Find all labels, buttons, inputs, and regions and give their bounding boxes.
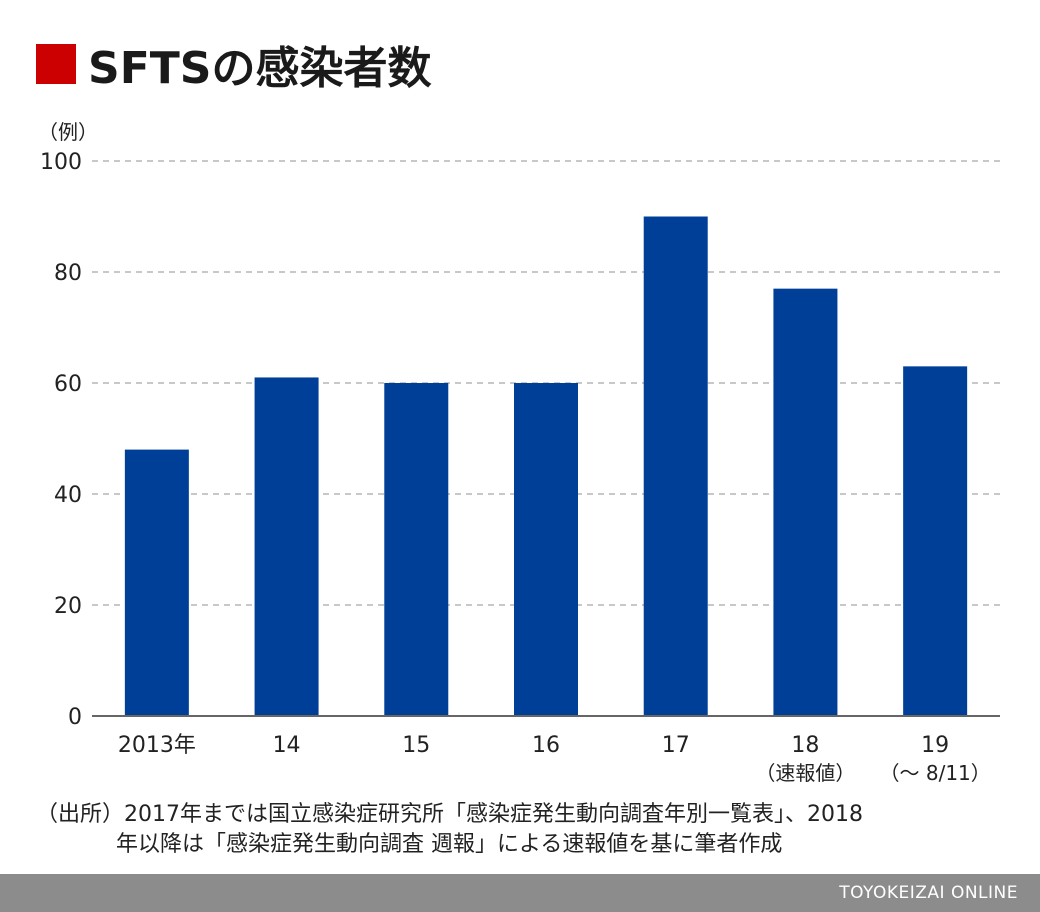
footer-bar: TOYOKEIZAI ONLINE <box>0 874 1040 912</box>
chart-title: SFTSの感染者数 <box>88 43 432 94</box>
x-tick-sublabel: （速報値） <box>755 761 855 785</box>
y-axis-unit-label: （例） <box>38 120 98 144</box>
bar <box>643 216 708 716</box>
y-tick-label: 0 <box>68 705 82 730</box>
title-marker <box>36 44 76 84</box>
y-tick-label: 80 <box>54 261 82 286</box>
bar <box>773 288 838 716</box>
source-line-2: 年以降は「感染症発生動向調査 週報」による速報値を基に筆者作成 <box>116 832 783 857</box>
x-tick-label: 19 <box>921 733 949 758</box>
y-tick-label: 20 <box>54 594 82 619</box>
y-tick-label: 100 <box>40 150 82 175</box>
y-tick-label: 60 <box>54 372 82 397</box>
source-line-1: （出所）2017年までは国立感染症研究所「感染症発生動向調査年別一覧表」、201… <box>36 802 863 827</box>
x-tick-label: 14 <box>273 733 301 758</box>
footer-brand: TOYOKEIZAI ONLINE <box>839 883 1018 903</box>
x-tick-label: 2013年 <box>118 733 196 758</box>
bar <box>124 449 189 716</box>
bar-chart: 0 20 40 60 80 100 2013年 14 15 16 17 18 （速報値） 19 （～ 8/1… <box>40 150 1000 785</box>
bar <box>384 383 449 716</box>
bar <box>903 366 968 716</box>
source-note: （出所）2017年までは国立感染症研究所「感染症発生動向調査年別一覧表」、201… <box>36 800 1016 860</box>
y-tick-label: 40 <box>54 483 82 508</box>
x-tick-sublabel: （～ 8/11） <box>880 761 991 785</box>
bar <box>254 377 319 716</box>
x-tick-label: 16 <box>532 733 560 758</box>
chart-title-block: SFTSの感染者数 <box>36 36 431 94</box>
x-tick-label: 15 <box>402 733 430 758</box>
x-tick-label: 18 <box>791 733 819 758</box>
x-tick-label: 17 <box>662 733 690 758</box>
bar <box>514 383 578 716</box>
